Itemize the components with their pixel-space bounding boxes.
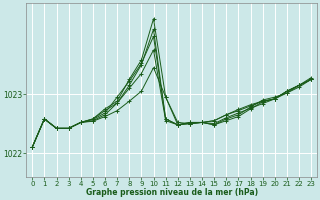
X-axis label: Graphe pression niveau de la mer (hPa): Graphe pression niveau de la mer (hPa) (86, 188, 258, 197)
